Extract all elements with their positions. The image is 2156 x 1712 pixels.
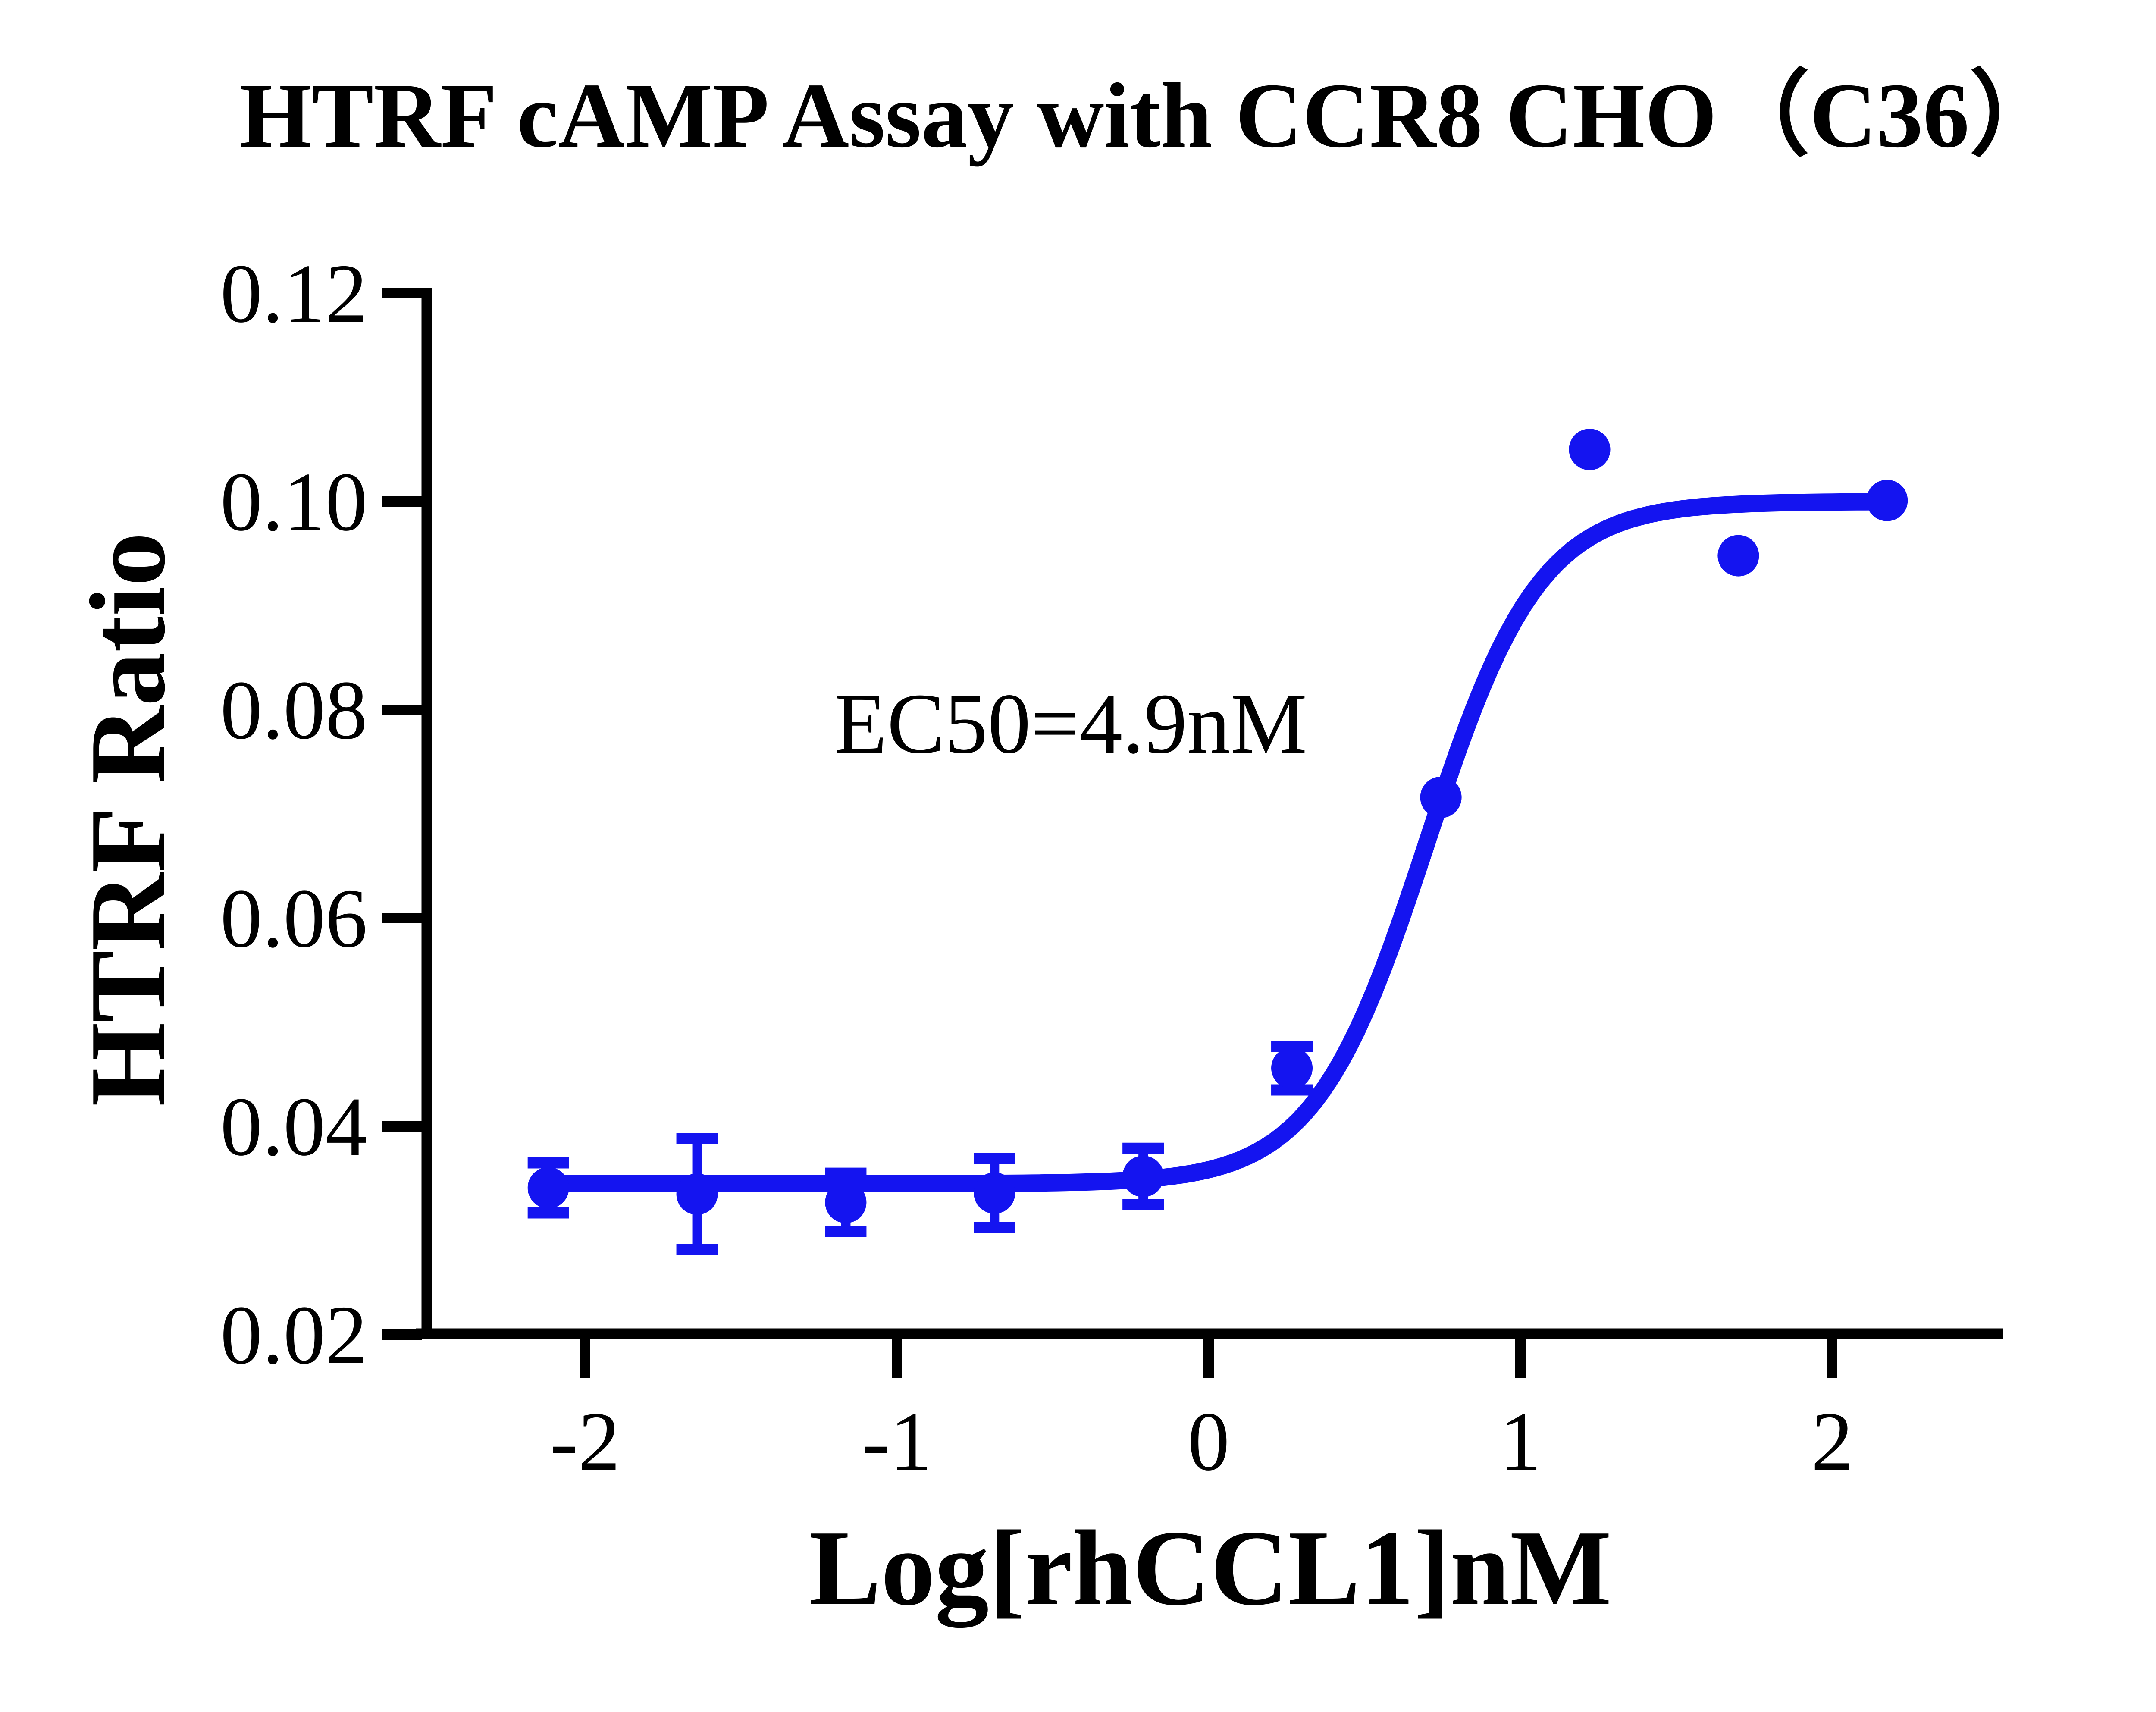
x-tick-labels: -2 -1 0 1 2 [550, 1395, 1853, 1488]
y-tick-label: 0.10 [220, 455, 367, 549]
x-tick-label: -1 [862, 1395, 932, 1488]
x-tick-label: 1 [1499, 1395, 1542, 1488]
x-tick-label: 0 [1188, 1395, 1230, 1488]
x-axis-ticks [580, 1339, 1837, 1378]
data-points [527, 429, 1908, 1223]
y-tick-label: 0.12 [220, 247, 367, 340]
y-axis-label: HTRF Ratio [68, 533, 188, 1107]
data-point [1420, 776, 1462, 818]
y-tick-label: 0.08 [220, 664, 367, 757]
data-point [825, 1182, 867, 1223]
ec50-annotation: EC50=4.9nM [834, 676, 1307, 771]
y-tick-labels: 0.02 0.04 0.06 0.08 0.10 0.12 [220, 247, 367, 1382]
data-point [1271, 1047, 1313, 1089]
chart-title: HTRF cAMP Assay with CCR8 CHO（C36） [240, 64, 2062, 167]
data-point [1866, 480, 1908, 521]
x-tick-label: 2 [1811, 1395, 1853, 1488]
y-tick-label: 0.02 [220, 1289, 367, 1382]
x-tick-label: -2 [550, 1395, 620, 1488]
data-point [974, 1172, 1015, 1214]
data-point [676, 1173, 718, 1215]
y-tick-label: 0.06 [220, 872, 367, 965]
sigmoid-curve [539, 493, 1891, 1192]
y-axis-ticks [382, 288, 422, 1340]
y-tick-label: 0.04 [220, 1080, 367, 1173]
axes [416, 288, 2003, 1339]
fit-curve [539, 493, 1891, 1192]
data-point [527, 1167, 569, 1209]
data-point [1717, 535, 1759, 577]
data-point [1122, 1155, 1164, 1197]
data-point [1569, 429, 1611, 470]
error-bars [527, 1041, 1313, 1255]
x-axis-label: Log[rhCCL1]nM [809, 1508, 1611, 1628]
